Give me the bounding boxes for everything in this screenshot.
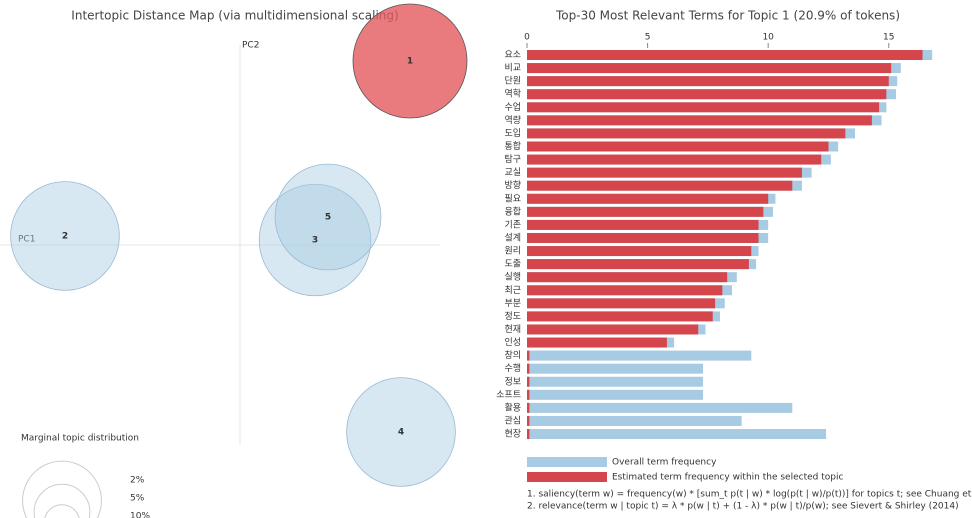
term-bar <box>527 415 742 426</box>
term-label: 필요 <box>504 192 521 204</box>
term-label: 현재 <box>504 324 521 335</box>
term-bar <box>527 298 716 309</box>
term-label: 도출 <box>504 259 521 270</box>
term-bar <box>527 363 704 374</box>
term-bar <box>527 128 846 139</box>
size-legend-label: 5% <box>130 494 145 504</box>
term-label: 활용 <box>504 401 521 413</box>
term-bar <box>527 376 704 387</box>
size-legend-circle <box>44 504 80 518</box>
term-bar <box>527 376 530 387</box>
term-label: 교실 <box>504 167 521 178</box>
term-label: 역량 <box>504 114 521 126</box>
x-tick-label: 5 <box>645 33 651 43</box>
term-label: 단원 <box>504 76 521 87</box>
footnote: 2. relevance(term w | topic t) = λ * p(w… <box>527 502 959 512</box>
term-bar <box>527 259 749 270</box>
term-bar <box>527 154 822 165</box>
topic-label: 2 <box>62 232 68 242</box>
term-label: 설계 <box>504 231 521 243</box>
pc2-label: PC2 <box>242 41 259 51</box>
legend-label: Estimated term frequency within the sele… <box>612 473 843 483</box>
term-bar <box>527 285 723 296</box>
term-bar <box>527 337 667 348</box>
term-label: 통합 <box>504 141 521 152</box>
topic-label: 1 <box>407 57 413 67</box>
topic-bubble <box>346 377 456 487</box>
term-bar <box>527 324 699 335</box>
term-bar <box>527 206 764 217</box>
topic-bubble <box>274 163 382 271</box>
term-label: 현장 <box>504 429 521 440</box>
term-bar <box>527 141 829 152</box>
term-bar <box>527 363 530 374</box>
term-label: 수행 <box>504 362 521 374</box>
term-bar <box>527 272 728 283</box>
term-bar <box>527 167 802 178</box>
term-bar <box>527 115 872 126</box>
footnote: 1. saliency(term w) = frequency(w) * [su… <box>527 490 972 500</box>
term-label: 수업 <box>504 102 521 113</box>
term-label: 도입 <box>504 127 521 139</box>
term-label: 기존 <box>504 219 521 230</box>
legend-label: Overall term frequency <box>612 458 717 468</box>
term-bar <box>527 350 530 361</box>
term-bar <box>527 63 892 74</box>
size-legend-circle <box>33 483 91 518</box>
x-tick-label: 10 <box>762 33 774 43</box>
legend-swatch <box>527 457 607 467</box>
term-label: 요소 <box>504 50 521 61</box>
map-title: Intertopic Distance Map (via multidimens… <box>71 9 398 23</box>
term-bar <box>527 246 752 257</box>
term-label: 부분 <box>504 298 521 309</box>
x-tick-label: 15 <box>883 33 894 43</box>
term-bar <box>527 311 713 322</box>
legend-swatch <box>527 472 607 482</box>
term-bar <box>527 389 704 400</box>
term-bar <box>527 219 759 230</box>
size-legend-title: Marginal topic distribution <box>21 434 139 444</box>
term-bar <box>527 232 759 243</box>
x-tick-label: 0 <box>524 33 530 43</box>
term-bar <box>527 389 530 400</box>
term-label: 비교 <box>504 63 521 74</box>
term-label: 정도 <box>504 311 521 322</box>
term-bar <box>527 89 887 100</box>
term-bar <box>527 415 530 426</box>
term-label: 융합 <box>504 206 521 217</box>
term-label: 원리 <box>504 246 521 257</box>
term-label: 실행 <box>504 271 521 283</box>
bar-title: Top-30 Most Relevant Terms for Topic 1 (… <box>555 9 900 23</box>
term-bar <box>527 102 880 113</box>
term-bar <box>527 350 752 361</box>
term-bar <box>527 76 889 87</box>
term-bar <box>527 402 793 413</box>
term-label: 탐구 <box>504 153 521 165</box>
topic-label: 4 <box>398 428 404 438</box>
pc1-label: PC1 <box>18 235 35 245</box>
term-label: 방향 <box>504 179 521 191</box>
term-label: 정보 <box>504 376 521 387</box>
term-label: 역학 <box>504 89 521 100</box>
term-label: 소프트 <box>496 389 521 400</box>
topic-bubble <box>352 3 468 119</box>
topic-label: 5 <box>325 213 331 223</box>
term-label: 최근 <box>504 285 521 296</box>
term-bar <box>527 193 769 204</box>
size-legend-label: 2% <box>130 476 145 486</box>
size-legend-label: 10% <box>130 512 150 518</box>
term-label: 인성 <box>504 337 521 348</box>
size-legend-circle <box>22 460 102 518</box>
term-bar <box>527 429 530 440</box>
term-label: 창의 <box>504 350 521 361</box>
term-bar <box>527 429 827 440</box>
topic-bubble <box>10 181 120 291</box>
topic-label: 3 <box>312 236 318 246</box>
term-bar <box>527 50 923 60</box>
term-bar <box>527 402 530 413</box>
term-label: 관심 <box>504 415 521 426</box>
term-bar <box>527 180 793 191</box>
